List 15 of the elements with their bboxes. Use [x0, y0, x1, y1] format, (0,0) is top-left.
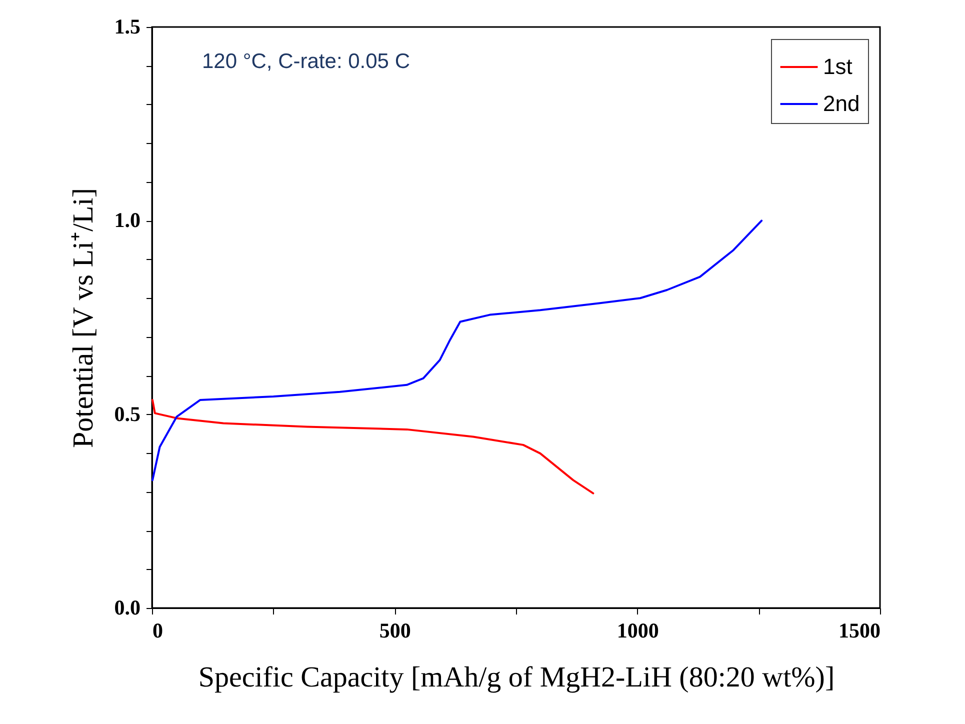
- y-tick-label: 0.0: [114, 596, 140, 620]
- line-series: [151, 399, 594, 494]
- legend-label: 2nd: [823, 91, 860, 116]
- y-tick-label: 0.5: [114, 402, 140, 426]
- y-tick-label: 1.5: [114, 14, 140, 38]
- x-tick-label: 0: [152, 618, 163, 642]
- x-tick-label: 1000: [616, 618, 659, 642]
- x-tick-label: 1500: [838, 618, 880, 642]
- y-tick-label: 1.0: [114, 208, 140, 232]
- legend-label: 1st: [823, 54, 852, 79]
- y-axis-title: Potential [V vs Li⁺/Li]: [67, 188, 100, 448]
- annotation: 120 °C, C-rate: 0.05 C: [202, 50, 410, 73]
- x-axis-title: Specific Capacity [mAh/g of MgH2-LiH (80:20 wt%)]: [198, 662, 835, 694]
- line-series: [151, 220, 763, 482]
- x-tick-label: 500: [379, 618, 411, 642]
